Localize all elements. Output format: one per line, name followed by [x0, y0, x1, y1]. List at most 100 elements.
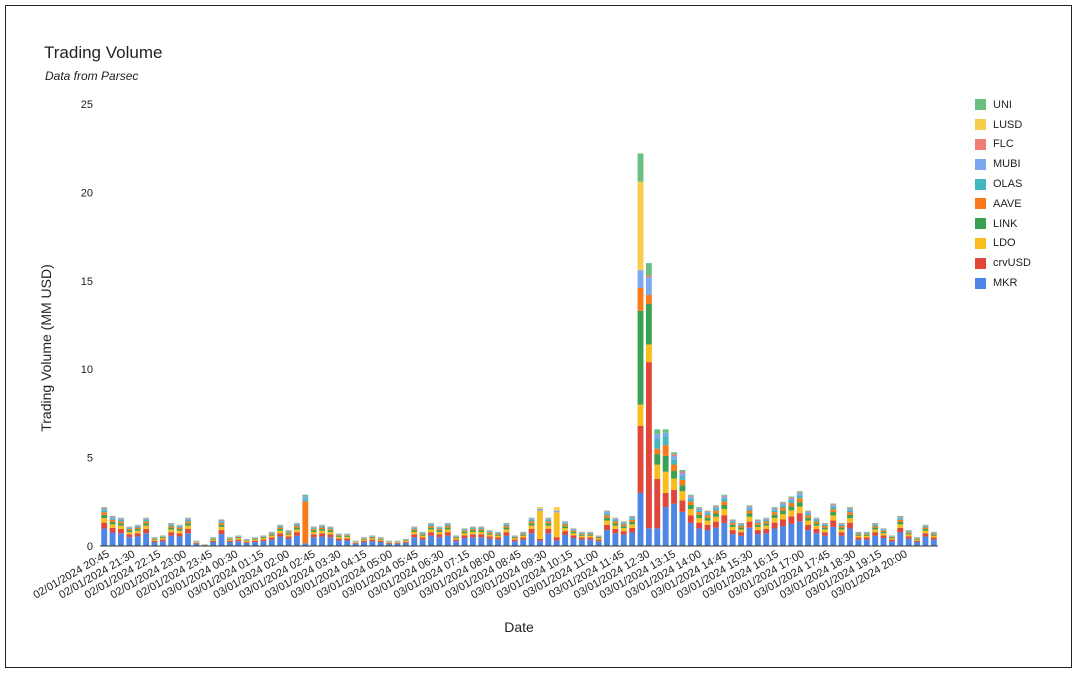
bar-segment-crvusd	[352, 542, 359, 544]
bar-segment-ldo	[880, 533, 887, 536]
bar-segment-link	[570, 531, 577, 534]
bar-segment-aave	[277, 527, 284, 530]
bar-segment-link	[545, 523, 552, 526]
bar-segment-ldo	[654, 464, 661, 479]
bar-segment-ldo	[436, 532, 443, 535]
bar-segment-ldo	[327, 532, 334, 535]
bar-segment-ldo	[143, 525, 150, 530]
bar-segment-olas	[335, 534, 342, 536]
bar-segment-mkr	[118, 533, 124, 546]
bar-segment-crvusd	[394, 542, 401, 544]
bar-segment-mubi	[645, 277, 652, 295]
bar-segment-uni	[143, 517, 150, 519]
bar-segment-olas	[620, 523, 627, 525]
bar-segment-flc	[813, 518, 820, 519]
bar-segment-olas	[109, 518, 116, 520]
bar-segment-mubi	[444, 523, 451, 525]
bar-segment-aave	[897, 519, 904, 522]
bar-segment-olas	[101, 510, 108, 513]
bar-segment-olas	[905, 531, 912, 533]
bar-segment-mubi	[713, 506, 719, 509]
bar-segment-aave	[134, 527, 141, 530]
bar-segment-aave	[746, 510, 753, 514]
bar-segment-uni	[604, 510, 610, 512]
bar-segment-aave	[285, 532, 292, 534]
bar-segment-flc	[713, 506, 719, 507]
bar-segment-mubi	[335, 534, 342, 535]
bar-segment-crvusd	[872, 532, 879, 536]
legend-swatch	[975, 158, 986, 170]
bar-segment-crvusd	[838, 532, 845, 536]
legend-swatch	[975, 119, 986, 131]
bar-segment-aave	[838, 526, 845, 528]
y-axis: 0 5 10 15 20 25	[81, 99, 93, 553]
bar-segment-aave	[176, 527, 183, 530]
bar-segment-uni	[118, 517, 124, 519]
bar-segment-aave	[763, 521, 770, 524]
bar-segment-mkr	[537, 540, 543, 546]
bar-segment-aave	[168, 526, 175, 528]
bar-segment-mkr	[713, 527, 719, 546]
bar-segment-crvusd	[821, 532, 828, 536]
bar-segment-uni	[687, 494, 694, 496]
bar-segment-olas	[746, 508, 753, 511]
bar-segment-olas	[168, 524, 175, 526]
bar-segment-aave	[302, 501, 309, 544]
bar-segment-olas	[369, 536, 376, 537]
bar-segment-link	[796, 502, 803, 507]
bar-segment-olas	[302, 499, 309, 502]
bar-segment-crvusd	[847, 522, 853, 529]
bar-segment-ldo	[461, 533, 468, 536]
bar-segment-mkr	[503, 535, 510, 546]
bar-segment-link	[620, 526, 627, 529]
bar-segment-mkr	[511, 541, 518, 546]
bar-segment-link	[294, 527, 300, 530]
legend-item-ldo: LDO	[975, 234, 1031, 254]
bar-segment-olas	[888, 536, 895, 537]
bar-segment-crvusd	[486, 536, 493, 539]
bar-segment-olas	[788, 500, 795, 503]
bar-segment-mkr	[126, 537, 133, 546]
bar-segment-mubi	[428, 523, 434, 525]
bar-segment-mubi	[562, 522, 569, 524]
bar-segment-flc	[788, 497, 795, 499]
bar-segment-crvusd	[503, 532, 510, 536]
bar-segment-crvusd	[243, 541, 250, 543]
bar-segment-aave	[721, 501, 728, 505]
bar-segment-mkr	[813, 533, 820, 546]
bar-segment-ldo	[277, 530, 284, 534]
bar-segment-mubi	[134, 525, 141, 527]
bar-segment-aave	[754, 522, 761, 525]
bar-segment-crvusd	[210, 540, 217, 543]
bar-segment-olas	[436, 528, 443, 530]
bar-segment-mkr	[671, 503, 677, 546]
bar-segment-ldo	[763, 525, 770, 530]
bar-segment-link	[595, 537, 602, 539]
bar-segment-ldo	[872, 529, 879, 533]
bar-segment-crvusd	[595, 539, 602, 542]
bar-segment-link	[528, 523, 535, 526]
bar-segment-mubi	[520, 532, 527, 533]
bar-segment-flc	[796, 492, 803, 494]
bar-segment-aave	[444, 526, 451, 528]
bar-segment-link	[118, 523, 124, 526]
legend-swatch	[975, 99, 986, 111]
bar-segment-mubi	[612, 518, 619, 520]
bar-segment-ldo	[428, 529, 434, 533]
y-tick-label: 15	[81, 276, 93, 288]
bar-segment-mkr	[101, 528, 108, 546]
bar-segment-aave	[888, 536, 895, 538]
bar-segment-link	[771, 514, 778, 518]
bar-segment-crvusd	[880, 535, 887, 539]
bar-segment-olas	[713, 508, 719, 511]
bar-segment-mkr	[185, 533, 191, 546]
bar-segment-mubi	[302, 496, 309, 500]
bar-segment-link	[101, 514, 108, 518]
bar-segment-lusd	[637, 181, 644, 271]
bar-segment-aave	[654, 448, 661, 455]
bar-segment-crvusd	[101, 522, 108, 529]
bar-segment-aave	[294, 526, 300, 528]
bar-segment-link	[461, 531, 468, 534]
bar-segment-link	[629, 521, 636, 525]
